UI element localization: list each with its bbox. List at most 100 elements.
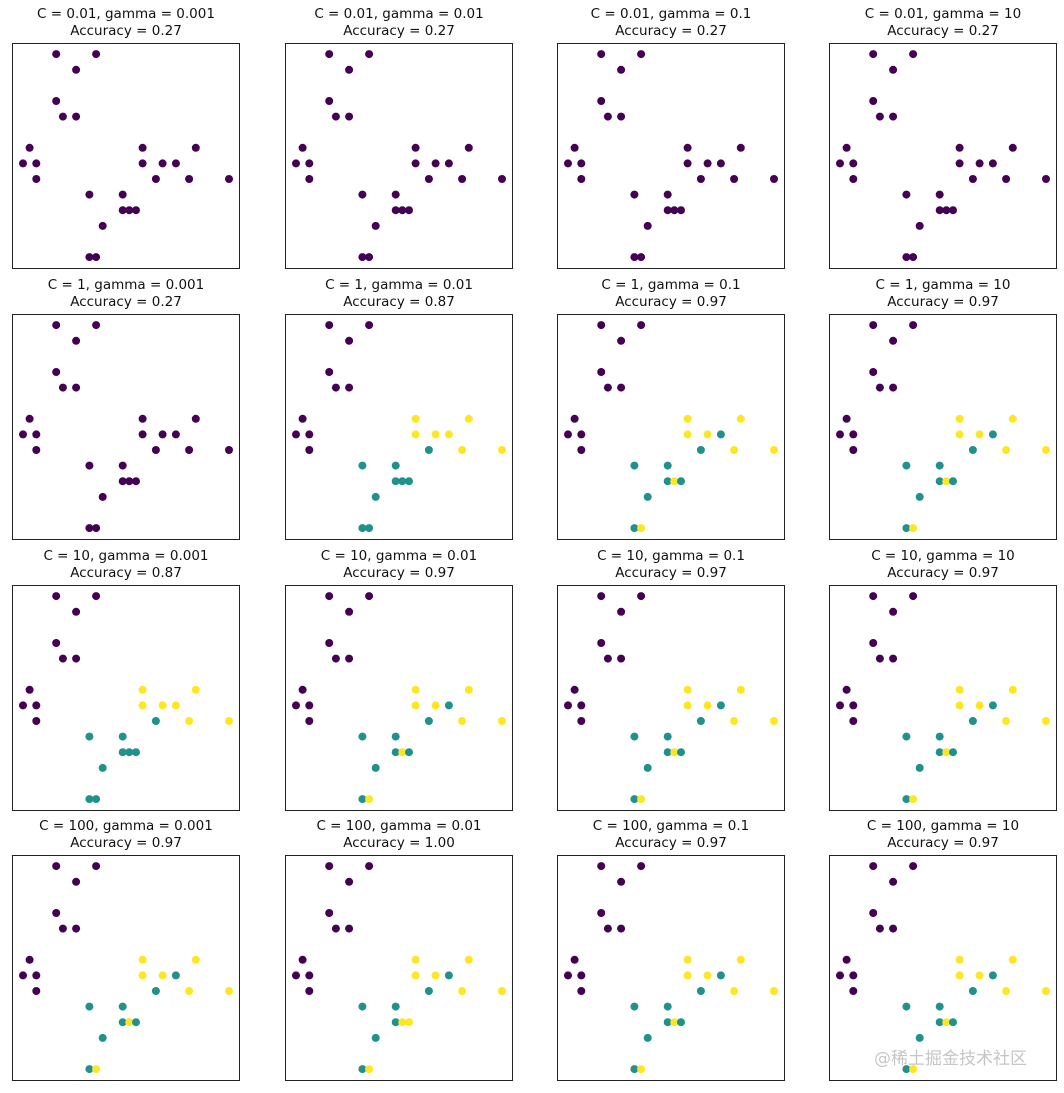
scatter-point <box>358 461 367 470</box>
scatter-point <box>988 701 997 710</box>
scatter-point <box>92 253 101 262</box>
plot-area <box>12 314 240 540</box>
scatter-point <box>125 477 134 486</box>
scatter-point <box>371 221 380 230</box>
subplot-title: C = 10, gamma = 10 <box>871 548 1015 564</box>
scatter-point <box>305 971 314 980</box>
scatter-point <box>637 321 646 330</box>
scatter-point <box>603 112 612 121</box>
scatter-point <box>716 430 725 439</box>
scatter-point <box>138 159 147 168</box>
scatter-point <box>125 206 134 215</box>
scatter-point <box>902 1002 911 1011</box>
scatter-point <box>225 717 233 725</box>
scatter-point <box>677 1018 685 1027</box>
scatter-point <box>975 701 984 710</box>
scatter-point <box>398 748 407 757</box>
scatter-point <box>92 50 101 59</box>
scatter-point <box>836 430 844 439</box>
scatter-point <box>849 701 858 710</box>
subplot-title: C = 0.01, gamma = 10 <box>864 6 1022 22</box>
scatter-point <box>171 971 180 980</box>
scatter-point <box>564 701 572 710</box>
scatter-point <box>52 321 61 330</box>
scatter-point <box>191 414 200 423</box>
scatter-point <box>85 732 94 741</box>
scatter-point <box>683 143 692 152</box>
scatter-point <box>32 430 41 439</box>
scatter-point <box>663 732 672 741</box>
scatter-point <box>909 253 918 262</box>
scatter-point <box>703 971 712 980</box>
scatter-point <box>696 446 705 454</box>
scatter-point <box>464 955 473 964</box>
scatter-point <box>902 795 911 804</box>
scatter-point <box>52 368 61 376</box>
scatter-point <box>345 607 354 616</box>
scatter-point <box>298 955 307 964</box>
scatter-point <box>770 175 778 183</box>
watermark: @稀土掘金技术社区 <box>874 1049 1027 1069</box>
subplot-accuracy: Accuracy = 0.87 <box>343 294 455 310</box>
scatter-point <box>955 414 964 423</box>
plot-area <box>557 855 785 1081</box>
scatter-point <box>730 446 739 454</box>
scatter-point <box>902 253 911 262</box>
scatter-point <box>902 190 911 199</box>
plot-area <box>557 314 785 540</box>
scatter-point <box>72 112 81 121</box>
scatter-point <box>345 65 354 74</box>
scatter-point <box>683 955 692 964</box>
scatter-point <box>358 190 367 199</box>
scatter-point <box>158 159 167 168</box>
scatter-point <box>849 971 858 980</box>
scatter-point <box>391 748 400 757</box>
scatter-point <box>683 414 692 423</box>
subplot-accuracy: Accuracy = 0.97 <box>887 294 999 310</box>
scatter-point <box>577 175 586 183</box>
scatter-point <box>405 477 413 486</box>
scatter-point <box>72 877 81 886</box>
scatter-point <box>670 206 679 215</box>
scatter-point <box>118 461 127 470</box>
scatter-point <box>411 143 420 152</box>
scatter-point <box>597 368 606 376</box>
scatter-point <box>331 654 340 663</box>
scatter-point <box>132 477 140 486</box>
scatter-point <box>696 175 705 183</box>
scatter-point <box>988 971 997 980</box>
scatter-point <box>391 732 400 741</box>
scatter-point <box>1002 987 1011 995</box>
scatter-point <box>603 924 612 933</box>
scatter-point <box>564 159 572 168</box>
subplot-accuracy: Accuracy = 0.27 <box>70 294 182 310</box>
scatter-point <box>597 321 606 330</box>
scatter-point <box>617 65 626 74</box>
scatter-point <box>292 430 300 439</box>
scatter-point <box>325 592 334 601</box>
plot-area <box>285 43 513 269</box>
scatter-point <box>716 701 725 710</box>
scatter-point <box>869 368 878 376</box>
scatter-point <box>637 1065 646 1074</box>
scatter-point <box>85 461 94 470</box>
scatter-point <box>875 383 884 392</box>
scatter-point <box>92 592 101 601</box>
scatter-point <box>411 701 420 710</box>
scatter-point <box>32 446 41 454</box>
scatter-point <box>770 987 778 995</box>
scatter-point <box>570 414 579 423</box>
scatter-point <box>643 763 652 772</box>
subplot-accuracy: Accuracy = 0.87 <box>70 565 182 581</box>
scatter-point <box>298 685 307 694</box>
scatter-point <box>298 143 307 152</box>
scatter-point <box>617 112 626 121</box>
subplot-title: C = 10, gamma = 0.1 <box>597 548 745 564</box>
scatter-point <box>58 112 67 121</box>
scatter-point <box>915 221 924 230</box>
subplot-accuracy: Accuracy = 0.97 <box>887 565 999 581</box>
scatter-point <box>32 159 41 168</box>
scatter-point <box>637 795 646 804</box>
subplot-accuracy: Accuracy = 1.00 <box>343 835 455 851</box>
scatter-point <box>968 717 977 725</box>
